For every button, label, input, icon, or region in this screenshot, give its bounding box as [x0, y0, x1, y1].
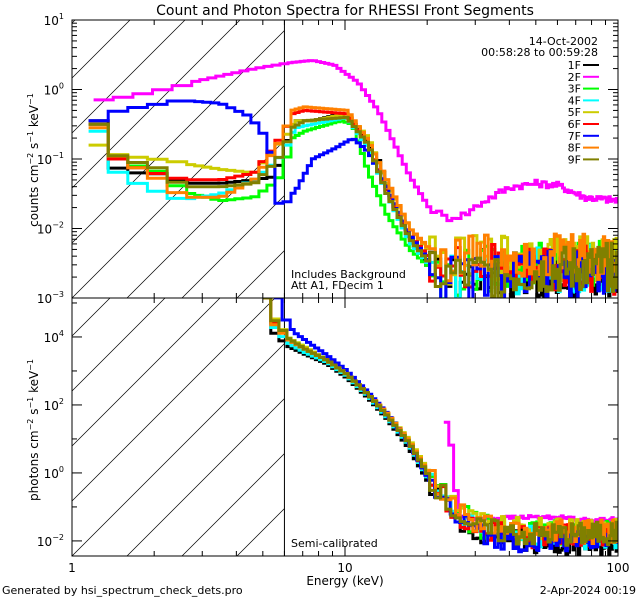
time-range-annotation: 00:58:28 to 00:59:28 [481, 46, 598, 59]
series-line-5F [262, 298, 618, 544]
y-tick-label: 10−2 [37, 533, 64, 549]
legend-label: 1F [568, 59, 581, 72]
generated-by-footer: Generated by hsi_spectrum_check_dets.pro [2, 584, 243, 597]
hatch-line [622, 298, 640, 556]
x-axis-label: Energy (keV) [306, 574, 383, 588]
legend-label: 5F [568, 106, 581, 119]
axes-group: 101 100 10−1 10−2 10−3 104 102 100 10−2 1 10 100 [37, 12, 630, 575]
y-tick-label: 10−1 [37, 151, 64, 167]
x-tick-label: 10 [337, 561, 352, 575]
legend-label: 4F [568, 94, 581, 107]
hatch-line [181, 453, 285, 556]
hatch-line [72, 20, 131, 79]
hatch-line [236, 508, 285, 556]
series-line-2F [93, 59, 618, 223]
timestamp-footer: 2-Apr-2024 00:19 [540, 584, 636, 597]
lower-y-axis-label: photons cm−2 s−1 keV−1 [26, 359, 41, 501]
series-line-9F [262, 298, 618, 547]
hatch-line [72, 298, 166, 392]
series-line-9F [88, 115, 618, 298]
upper-y-axis-label: counts cm−2 s−1 keV−1 [26, 93, 41, 227]
legend-label: 6F [568, 118, 581, 131]
hatch-line [72, 20, 186, 134]
series-line-7F [274, 298, 618, 554]
series-line-4F [262, 298, 618, 551]
series-line-8F [262, 298, 618, 545]
y-tick-label: 10−3 [37, 290, 64, 306]
hatch-line [72, 85, 285, 298]
hatch-line [72, 343, 285, 556]
series-line-3F [262, 298, 618, 546]
y-tick-label: 104 [44, 329, 64, 345]
y-tick-label: 10−2 [37, 221, 64, 237]
y-tick-label: 100 [44, 465, 64, 481]
legend-label: 7F [568, 130, 581, 143]
lower-series-group [262, 298, 618, 556]
background-annotation: Includes Background [291, 268, 406, 281]
legend-label: 9F [568, 153, 581, 166]
hatch-line [236, 250, 285, 298]
chart-title: Count and Photon Spectra for RHESSI Fron… [156, 3, 534, 19]
hatch-line [72, 298, 276, 502]
semi-calibrated-annotation: Semi-calibrated [291, 537, 378, 550]
x-tick-label: 100 [607, 561, 630, 575]
legend-label: 3F [568, 83, 581, 96]
hatch-line [622, 20, 640, 298]
legend-label: 2F [568, 71, 581, 84]
hatch-line [181, 195, 285, 298]
x-tick-label: 1 [68, 561, 76, 575]
legend-label: 8F [568, 142, 581, 155]
y-tick-label: 100 [44, 82, 64, 98]
y-tick-label: 101 [44, 12, 64, 28]
series-line-6F [262, 298, 618, 550]
attenuator-annotation: Att A1, FDecim 1 [291, 279, 384, 292]
hatch-line [72, 298, 221, 447]
upper-series-group [88, 59, 618, 298]
hatch-line [72, 20, 241, 189]
date-annotation: 14-Oct-2002 [529, 35, 598, 48]
hatch-line [126, 398, 285, 556]
hatch-line [0, 20, 20, 298]
y-tick-label: 102 [44, 397, 64, 413]
